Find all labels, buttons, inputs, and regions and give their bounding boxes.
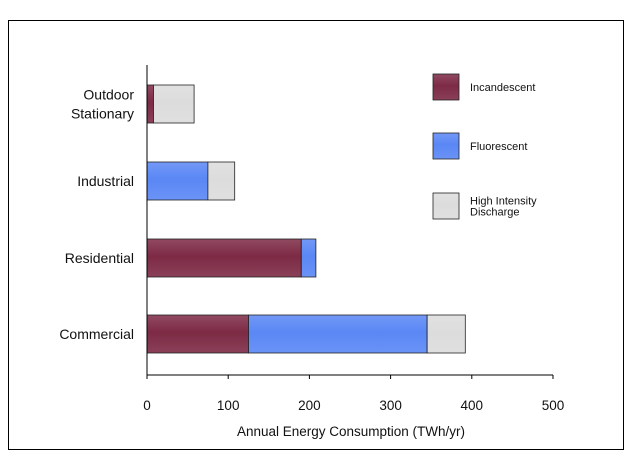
- x-axis-label: Annual Energy Consumption (TWh/yr): [237, 424, 465, 439]
- x-tick-labels: 0 100 200 300 400 500: [143, 398, 564, 413]
- bar-residential-incandescent: [146, 238, 302, 278]
- bar-commercial-high-intensity-discharge: [426, 314, 466, 354]
- axes-group: [146, 65, 554, 379]
- legend-label-fluorescent: Fluorescent: [470, 141, 527, 153]
- chart-frame: [8, 20, 624, 450]
- bar-industrial-high-intensity-discharge: [207, 161, 236, 201]
- legend-swatch-high-intensity-discharge: [432, 192, 460, 220]
- bars-group: [146, 84, 466, 354]
- x-tick-label-200: 200: [298, 398, 321, 413]
- bar-outdoor-stationary-high-intensity-discharge: [153, 84, 195, 124]
- x-tick-label-500: 500: [542, 398, 565, 413]
- legend: Incandescent Fluorescent High Intensity Dis…: [432, 73, 537, 220]
- bar-outdoor-stationary-incandescent: [146, 84, 154, 124]
- x-tick-label-100: 100: [217, 398, 240, 413]
- category-label-outdoor-stationary: Outdoor Stationary: [71, 87, 134, 122]
- bar-industrial-fluorescent: [146, 161, 209, 201]
- category-label-residential: Residential: [65, 250, 134, 266]
- category-label-commercial: Commercial: [59, 326, 134, 342]
- bar-commercial-fluorescent: [248, 314, 428, 354]
- legend-label-high-intensity-discharge: High Intensity Discharge: [470, 196, 537, 219]
- legend-swatch-incandescent: [432, 73, 460, 101]
- legend-label-incandescent: Incandescent: [470, 82, 535, 94]
- bar-commercial-incandescent: [146, 314, 249, 354]
- category-label-industrial: Industrial: [77, 173, 134, 189]
- category-labels: Commercial Residential Industrial Outdoor St…: [59, 87, 134, 343]
- x-tick-label-400: 400: [461, 398, 484, 413]
- legend-swatch-fluorescent: [432, 132, 460, 160]
- bar-residential-fluorescent: [300, 238, 317, 278]
- x-tick-label-300: 300: [379, 398, 402, 413]
- x-tick-label-0: 0: [143, 398, 151, 413]
